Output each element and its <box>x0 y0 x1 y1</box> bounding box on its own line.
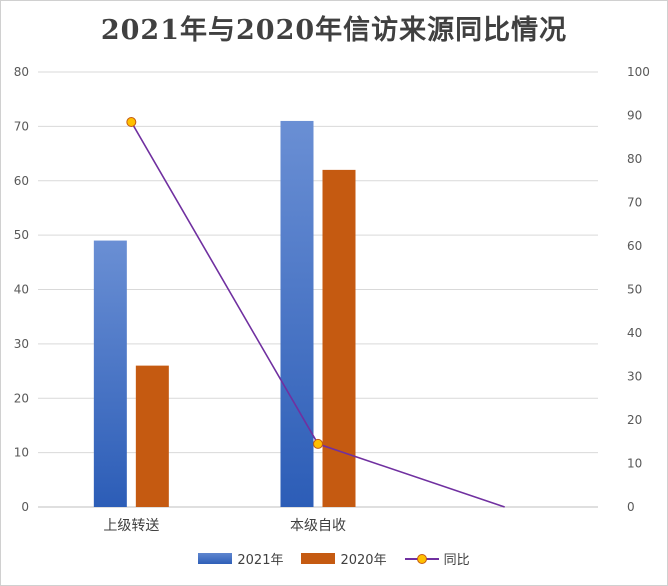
y-right-tick-label: 90 <box>627 109 642 123</box>
legend-label-2021: 2021年 <box>237 553 284 568</box>
legend-label-yoy: 同比 <box>443 553 470 568</box>
y-left-tick-label: 50 <box>14 228 29 242</box>
y-left-tick-label: 40 <box>14 283 29 297</box>
bar-2020 <box>322 169 356 507</box>
y-right-tick-label: 10 <box>627 457 642 471</box>
y-right-tick-label: 30 <box>627 370 642 384</box>
y-right-tick-label: 60 <box>627 239 642 253</box>
y-right-tick-label: 40 <box>627 326 642 340</box>
legend-swatch-2021 <box>198 553 233 564</box>
legend-item-yoy: 同比 <box>404 549 470 568</box>
y-right-tick-label: 80 <box>627 152 642 166</box>
y-left-tick-label: 30 <box>14 337 29 351</box>
legend: 2021年 2020年 同比 <box>0 549 668 568</box>
y-left-tick-label: 10 <box>14 446 29 460</box>
chart-title: 2021年与2020年信访来源同比情况 <box>100 15 568 46</box>
bar-2021 <box>93 240 127 507</box>
y-left-tick-label: 80 <box>14 65 29 79</box>
x-category-label: 上级转送 <box>103 518 159 534</box>
y-left-tick-label: 70 <box>14 119 29 133</box>
legend-item-2021: 2021年 <box>198 549 283 568</box>
yoy-line <box>130 121 505 508</box>
bar-2020 <box>135 365 169 507</box>
y-right-tick-label: 20 <box>627 413 642 427</box>
legend-swatch-2020 <box>301 553 336 564</box>
yoy-point <box>313 438 323 449</box>
bar-2021 <box>280 120 314 507</box>
legend-item-2020: 2020年 <box>301 549 387 568</box>
y-left-tick-label: 0 <box>21 500 29 514</box>
y-right-tick-label: 0 <box>627 500 635 514</box>
y-left-tick-label: 20 <box>14 391 29 405</box>
legend-line-marker-icon <box>404 553 439 564</box>
x-category-label: 本级自收 <box>290 518 346 534</box>
y-right-tick-label: 50 <box>627 283 642 297</box>
y-right-tick-label: 70 <box>627 196 642 210</box>
y-left-tick-label: 60 <box>14 174 29 188</box>
legend-label-2020: 2020年 <box>340 553 387 568</box>
yoy-point <box>126 117 137 128</box>
y-right-tick-label: 100 <box>627 65 650 79</box>
